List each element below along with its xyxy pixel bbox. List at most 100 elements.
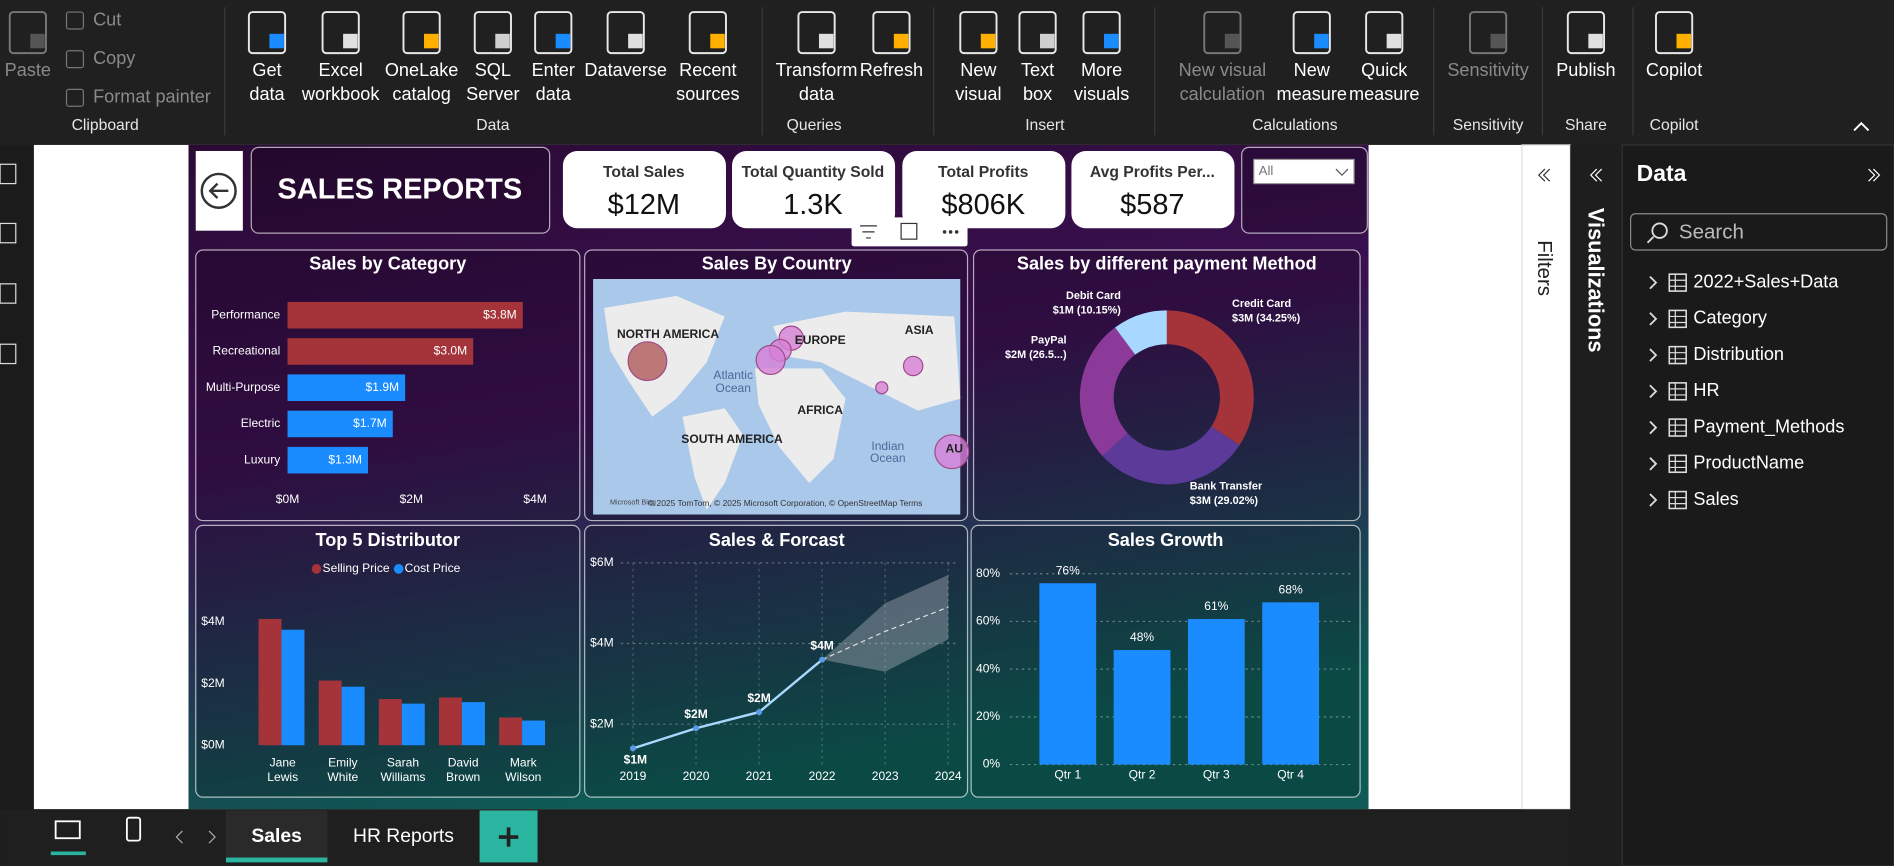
page-tab[interactable]: Sales [251, 826, 301, 847]
search-box[interactable] [1630, 213, 1888, 251]
ribbon-group-label: Sensitivity [1453, 117, 1524, 134]
ribbon-button[interactable]: catalog [392, 84, 450, 104]
desktop-view[interactable] [54, 820, 81, 840]
expand-chevron[interactable] [1649, 420, 1658, 435]
filters-label[interactable]: Filters [1533, 240, 1556, 296]
more-options-dot[interactable] [954, 230, 959, 234]
ribbon-button[interactable]: New [1294, 60, 1331, 80]
view-icon[interactable] [0, 163, 17, 185]
ribbon-button[interactable]: Dataverse [584, 60, 667, 80]
ribbon-button[interactable]: Recent [679, 60, 736, 80]
data-point[interactable] [756, 709, 763, 716]
map-bubble[interactable] [902, 355, 924, 377]
ribbon-button[interactable]: Excel [319, 60, 363, 80]
ribbon-button[interactable]: New [960, 60, 997, 80]
ribbon-button[interactable]: OneLake [385, 60, 458, 80]
ribbon-button[interactable]: Sensitivity [1447, 60, 1529, 80]
expand-visualizations[interactable] [1589, 168, 1603, 182]
next-page[interactable] [208, 830, 216, 844]
more-options-dot[interactable] [942, 230, 947, 234]
bar[interactable] [522, 720, 546, 746]
bar[interactable] [401, 703, 425, 746]
map-bubble[interactable] [627, 341, 668, 382]
ribbon-button[interactable]: visuals [1074, 84, 1129, 104]
bar[interactable] [461, 702, 485, 746]
collapse-data-pane[interactable] [1868, 168, 1881, 182]
mobile-view[interactable] [125, 816, 142, 842]
bar[interactable] [499, 717, 523, 746]
data-field[interactable]: Distribution [1693, 344, 1784, 364]
expand-chevron[interactable] [1649, 312, 1658, 326]
data-point[interactable] [692, 725, 700, 732]
ribbon-button[interactable]: Copy [93, 48, 136, 68]
page-tab[interactable]: HR Reports [353, 826, 454, 847]
ribbon-button[interactable]: sources [676, 84, 739, 104]
y-tick-label: 60% [976, 614, 1000, 628]
expand-chevron[interactable] [1649, 457, 1658, 471]
data-field[interactable]: Payment_Methods [1693, 416, 1844, 437]
data-point[interactable] [819, 656, 826, 663]
expand-chevron[interactable] [1649, 493, 1658, 507]
expand-chevron[interactable] [1649, 275, 1658, 290]
view-icon[interactable] [0, 283, 17, 304]
bar[interactable] [318, 680, 342, 746]
data-field[interactable]: Category [1693, 308, 1767, 328]
ribbon-button[interactable]: measure [1277, 84, 1347, 104]
ribbon-button[interactable]: New visual [1179, 60, 1267, 80]
ribbon-button[interactable]: More [1081, 60, 1122, 80]
data-field[interactable]: Sales [1693, 489, 1738, 509]
view-icon[interactable] [0, 343, 17, 365]
slicer-dropdown[interactable] [1253, 158, 1355, 185]
more-options-dot[interactable] [948, 230, 953, 234]
view-icon[interactable] [0, 222, 17, 244]
ribbon-button[interactable]: Get [252, 60, 281, 80]
focus-icon[interactable] [900, 222, 918, 240]
ribbon-button[interactable]: visual [955, 84, 1001, 104]
data-point[interactable] [629, 745, 636, 752]
ribbon-button[interactable]: Copilot [1646, 60, 1702, 80]
map-bubble[interactable] [875, 381, 889, 395]
expand-chevron[interactable] [1649, 348, 1658, 362]
ribbon-button[interactable]: data [799, 84, 835, 104]
ribbon-button[interactable]: Refresh [860, 60, 923, 80]
filter-icon[interactable] [860, 225, 877, 239]
ribbon-button[interactable]: measure [1349, 84, 1419, 104]
bar[interactable] [281, 629, 305, 746]
visualizations-label[interactable]: Visualizations [1584, 208, 1609, 353]
bar[interactable] [438, 697, 462, 746]
ribbon-button[interactable]: Paste [5, 60, 51, 80]
visual-container [584, 524, 969, 798]
ribbon-button[interactable]: Cut [93, 9, 121, 29]
expand-chevron[interactable] [1649, 384, 1658, 399]
bar[interactable] [341, 686, 365, 746]
ribbon-button[interactable]: box [1023, 84, 1052, 104]
ribbon-button[interactable]: data [536, 84, 572, 104]
ribbon-button[interactable]: calculation [1180, 84, 1266, 104]
ribbon-button[interactable]: Transform [776, 60, 858, 80]
ribbon-button[interactable]: workbook [301, 84, 380, 104]
ribbon-button[interactable]: Publish [1556, 60, 1615, 80]
ribbon-button[interactable]: Text [1021, 60, 1054, 80]
map-bubble[interactable] [755, 344, 786, 376]
donut-segment[interactable] [1102, 426, 1240, 485]
bar[interactable] [258, 618, 282, 746]
donut-segment[interactable] [1079, 327, 1136, 456]
title-box [250, 146, 551, 234]
donut-segment[interactable] [1166, 310, 1254, 446]
data-field[interactable]: ProductName [1693, 453, 1804, 473]
map-bubble[interactable] [934, 434, 970, 470]
ribbon-button[interactable]: Quick [1361, 60, 1408, 80]
ribbon-button[interactable]: Format painter [93, 87, 211, 107]
prev-page[interactable] [175, 830, 183, 844]
ribbon-button[interactable]: SQL [475, 60, 511, 80]
visualizations-pane[interactable] [1570, 144, 1623, 866]
expand-filters[interactable] [1537, 168, 1551, 182]
ribbon-button[interactable]: data [249, 84, 285, 104]
collapse-ribbon[interactable] [1853, 121, 1870, 132]
ribbon-button[interactable]: Enter [532, 60, 575, 80]
ribbon-button[interactable]: Server [466, 84, 519, 104]
donut-segment[interactable] [1115, 310, 1167, 355]
data-field[interactable]: 2022+Sales+Data [1693, 271, 1839, 291]
data-field[interactable]: HR [1693, 380, 1719, 400]
bar[interactable] [378, 699, 402, 746]
